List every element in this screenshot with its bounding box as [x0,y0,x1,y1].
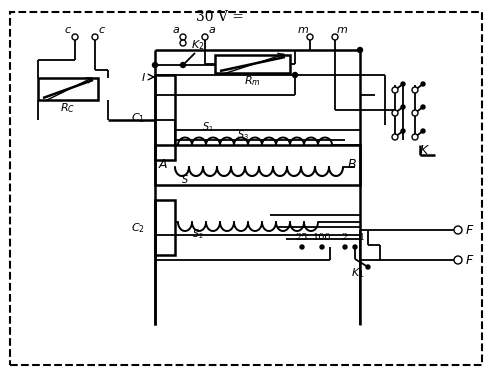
Circle shape [180,63,185,68]
Text: $S$: $S$ [181,173,189,185]
Circle shape [366,265,370,269]
Text: $c$: $c$ [64,25,72,35]
Circle shape [292,72,297,78]
Circle shape [92,34,98,40]
Text: $S_2$: $S_2$ [192,227,204,241]
Text: $C_1$: $C_1$ [131,111,145,125]
Circle shape [401,82,405,86]
Text: 1: 1 [359,232,365,242]
Circle shape [343,245,347,249]
Text: $B$: $B$ [347,159,357,171]
Text: $K_1$: $K_1$ [351,266,365,280]
Circle shape [392,134,398,140]
Circle shape [454,256,462,264]
Text: $S_1$: $S_1$ [202,120,214,134]
Circle shape [152,63,157,68]
Text: $a$: $a$ [208,25,216,35]
Text: $R_C$: $R_C$ [61,101,75,115]
Circle shape [332,34,338,40]
Text: $m$: $m$ [297,25,309,35]
Circle shape [307,34,313,40]
Text: $I$: $I$ [141,71,145,83]
Text: 100: 100 [313,232,331,242]
Text: $C_2$: $C_2$ [131,221,145,235]
Circle shape [454,226,462,234]
Text: $K$: $K$ [420,144,430,156]
Text: 2: 2 [342,232,348,242]
Text: $S_3$: $S_3$ [237,128,249,142]
Circle shape [421,105,425,109]
Bar [38,78,98,100]
Text: $a$: $a$ [172,25,180,35]
Circle shape [202,34,208,40]
Text: 30 V =: 30 V = [196,10,244,24]
Circle shape [300,245,304,249]
Circle shape [412,134,418,140]
Bar [155,145,360,185]
Circle shape [412,110,418,116]
Circle shape [392,110,398,116]
Circle shape [401,105,405,109]
Circle shape [180,40,186,46]
Circle shape [421,129,425,133]
Text: $K_2$: $K_2$ [191,38,205,52]
Text: $c$: $c$ [98,25,106,35]
Bar [155,200,175,255]
Circle shape [392,87,398,93]
Text: $F$: $F$ [465,224,475,237]
Circle shape [320,245,324,249]
Circle shape [412,87,418,93]
Circle shape [72,34,78,40]
Bar [155,75,175,160]
Text: $R_m$: $R_m$ [244,74,260,88]
Text: 25: 25 [296,232,308,242]
Text: $A$: $A$ [158,159,168,171]
Bar [215,55,290,73]
Circle shape [353,245,357,249]
Text: $m$: $m$ [336,25,348,35]
Circle shape [357,48,362,53]
Text: $F$: $F$ [465,254,475,267]
Circle shape [401,129,405,133]
Circle shape [180,34,186,40]
Circle shape [421,82,425,86]
